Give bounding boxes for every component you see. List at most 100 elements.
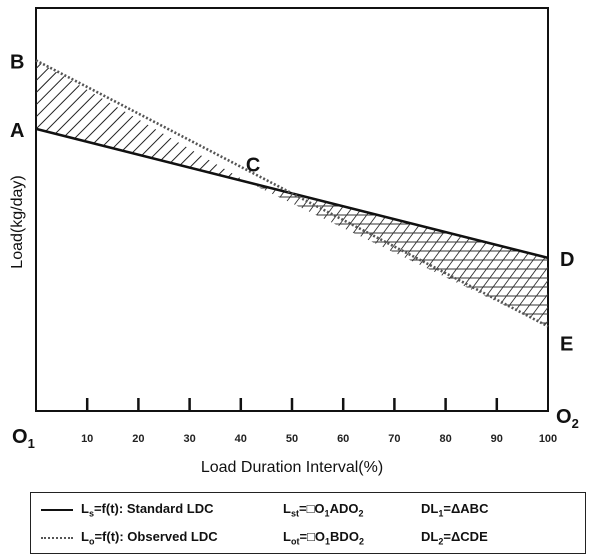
- hatch-line: [79, 60, 246, 182]
- hatch-line: [245, 181, 282, 327]
- hatch-line: [350, 181, 549, 327]
- hatch-line: [36, 60, 246, 182]
- hatch-line: [36, 60, 177, 182]
- plot-frame: [35, 7, 549, 412]
- hatch-line: [36, 60, 246, 182]
- hatch-line: [500, 181, 549, 327]
- point-label-a: A: [10, 120, 24, 142]
- x-tick-label: 80: [439, 433, 451, 445]
- hatch-line: [320, 0, 591, 411]
- hatch-line: [36, 60, 246, 182]
- hatch-line: [510, 181, 549, 327]
- hatch-line: [480, 181, 549, 327]
- hatch-line: [36, 60, 246, 182]
- hatch-line: [245, 181, 522, 327]
- legend-observed-label: Lo=f(t): Observed LDC: [81, 529, 218, 547]
- hatch-line: [260, 181, 549, 327]
- legend-dl2: DL2=ΔCDE: [421, 529, 488, 547]
- hatch-line: [245, 181, 412, 327]
- hatch-line: [330, 181, 549, 327]
- legend: Ls=f(t): Standard LDC Lst=□O1ADO2 DL1=ΔA…: [30, 492, 586, 554]
- hatch-line: [245, 181, 272, 327]
- hatch-line: [36, 60, 246, 182]
- hatch-line: [332, 0, 591, 411]
- hatch-line: [245, 181, 292, 327]
- legend-dl1: DL1=ΔABC: [421, 501, 489, 519]
- legend-row-observed: Lo=f(t): Observed LDC Lot=□O1BDO2 DL2=ΔC…: [31, 525, 585, 553]
- hatch-line: [245, 181, 532, 327]
- hatch-line: [245, 181, 462, 327]
- hatch-line: [245, 181, 442, 327]
- hatch-line: [245, 181, 432, 327]
- hatch-line: [356, 0, 591, 411]
- hatch-line: [36, 60, 246, 182]
- hatch-line: [36, 60, 246, 182]
- hatch-line: [36, 60, 246, 182]
- x-axis-title: Load Duration Interval(%): [201, 459, 383, 476]
- hatch-line: [36, 60, 246, 182]
- hatch-line: [245, 181, 352, 327]
- hatch-line: [245, 181, 342, 327]
- hatch-line: [571, 8, 591, 411]
- hatch-line: [245, 181, 492, 327]
- hatch-line: [36, 60, 246, 182]
- hatch-line: [67, 60, 246, 182]
- x-tick-label: 20: [132, 433, 144, 445]
- hatch-line: [163, 60, 246, 182]
- hatch-line: [199, 60, 246, 182]
- x-tick-label: 90: [491, 433, 503, 445]
- point-label-d: D: [560, 249, 574, 271]
- legend-dotted-line: [41, 537, 73, 539]
- hatch-line: [245, 181, 542, 327]
- hatch-line: [245, 181, 482, 327]
- legend-solid-line: [41, 509, 73, 511]
- hatch-line: [284, 0, 591, 411]
- hatch-line: [344, 0, 591, 411]
- hatch-line: [245, 181, 252, 327]
- corner-label-o2: O2: [556, 406, 579, 431]
- hatch-line: [36, 60, 201, 182]
- hatch-line: [245, 181, 382, 327]
- hatch-line: [245, 181, 362, 327]
- hatch-line: [340, 181, 549, 327]
- hatch-line: [223, 60, 246, 182]
- hatch-line: [43, 60, 246, 182]
- hatch-line: [245, 181, 422, 327]
- point-label-b: B: [10, 51, 24, 73]
- hatch-line: [151, 60, 246, 182]
- x-tick-label: 60: [337, 433, 349, 445]
- legend-observed-formula: Lot=□O1BDO2: [283, 529, 364, 547]
- legend-row-standard: Ls=f(t): Standard LDC Lst=□O1ADO2 DL1=ΔA…: [31, 497, 585, 525]
- hatch-cde: [0, 8, 591, 411]
- hatch-line: [0, 8, 181, 411]
- hatch-line: [490, 181, 549, 327]
- hatch-line: [139, 60, 246, 182]
- hatch-line: [360, 181, 549, 327]
- hatch-line: [581, 8, 591, 411]
- x-tick-label: 40: [235, 433, 247, 445]
- hatch-line: [91, 60, 246, 182]
- hatch-line: [211, 60, 246, 182]
- hatch-line: [36, 60, 246, 182]
- hatch-line: [36, 60, 246, 182]
- hatch-line: [36, 60, 246, 182]
- corner-label-o1: O1: [12, 426, 35, 451]
- point-label-e: E: [560, 333, 573, 355]
- x-tick-label: 70: [388, 433, 400, 445]
- hatch-line: [270, 181, 549, 327]
- y-axis-title: Load(kg/day): [9, 175, 26, 268]
- hatch-line: [0, 8, 191, 411]
- hatch-line: [245, 181, 302, 327]
- hatch-line: [235, 60, 246, 182]
- hatch-line: [245, 181, 452, 327]
- hatch-line: [290, 181, 549, 327]
- legend-standard-formula: Lst=□O1ADO2: [283, 501, 364, 519]
- hatch-line: [245, 181, 322, 327]
- series-observed-ldc: [35, 59, 549, 328]
- x-tick-label: 30: [183, 433, 195, 445]
- hatch-line: [36, 60, 246, 182]
- hatch-abc: [36, 0, 591, 411]
- point-label-c: C: [246, 154, 260, 176]
- hatch-line: [0, 8, 231, 411]
- hatch-line: [36, 60, 213, 182]
